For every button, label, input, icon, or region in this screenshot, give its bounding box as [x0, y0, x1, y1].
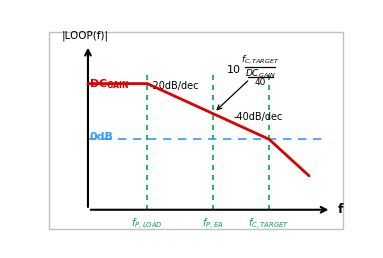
Text: 40: 40	[254, 78, 266, 87]
Text: |LOOP(f)|: |LOOP(f)|	[61, 30, 108, 41]
Text: DC$_{\mathregular{GAIN}}$: DC$_{\mathregular{GAIN}}$	[89, 77, 130, 91]
Text: -20dB/dec: -20dB/dec	[149, 80, 199, 91]
Text: $f_{C,TARGET}$: $f_{C,TARGET}$	[241, 53, 279, 66]
Text: $DC_{GAIN}$: $DC_{GAIN}$	[245, 68, 275, 80]
Text: $f_{C,TARGET}$: $f_{C,TARGET}$	[248, 217, 290, 232]
Text: -40dB/dec: -40dB/dec	[234, 112, 283, 122]
Text: 10: 10	[227, 66, 241, 76]
Text: f: f	[337, 203, 343, 216]
Text: 0dB: 0dB	[89, 132, 113, 142]
Text: $f_{P,EA}$: $f_{P,EA}$	[202, 217, 223, 232]
Text: $f_{P,LOAD}$: $f_{P,LOAD}$	[131, 217, 163, 232]
